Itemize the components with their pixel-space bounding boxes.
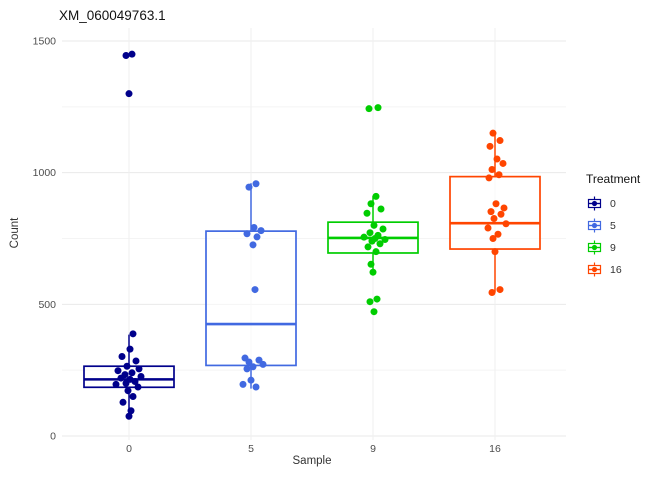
boxplot-key-icon — [587, 196, 602, 211]
svg-text:1500: 1500 — [33, 36, 57, 48]
chart-title: XM_060049763.1 — [59, 8, 166, 23]
boxplot-key-icon — [587, 218, 602, 233]
legend-label: 9 — [610, 241, 616, 254]
legend-item-treatment-5: 5 — [586, 217, 640, 234]
x-axis-label: Sample — [292, 455, 332, 467]
svg-text:16: 16 — [489, 443, 501, 455]
legend-items: 0 5 9 — [586, 195, 640, 278]
svg-text:9: 9 — [370, 443, 376, 455]
svg-text:0: 0 — [50, 431, 56, 443]
legend-label: 16 — [610, 263, 622, 276]
legend-item-treatment-9: 9 — [586, 239, 640, 256]
boxplot-key-icon — [587, 240, 602, 255]
svg-text:1000: 1000 — [33, 167, 57, 179]
boxplot-key-icon — [587, 262, 602, 277]
legend-title: Treatment — [586, 172, 641, 186]
svg-text:0: 0 — [126, 443, 132, 455]
legend-item-treatment-0: 0 — [586, 195, 640, 212]
legend-label: 5 — [610, 219, 616, 232]
legend-item-treatment-16: 16 — [586, 261, 640, 278]
svg-text:500: 500 — [38, 299, 56, 311]
legend: Treatment 0 5 — [586, 172, 640, 278]
svg-text:5: 5 — [248, 443, 254, 455]
legend-label: 0 — [610, 197, 616, 210]
